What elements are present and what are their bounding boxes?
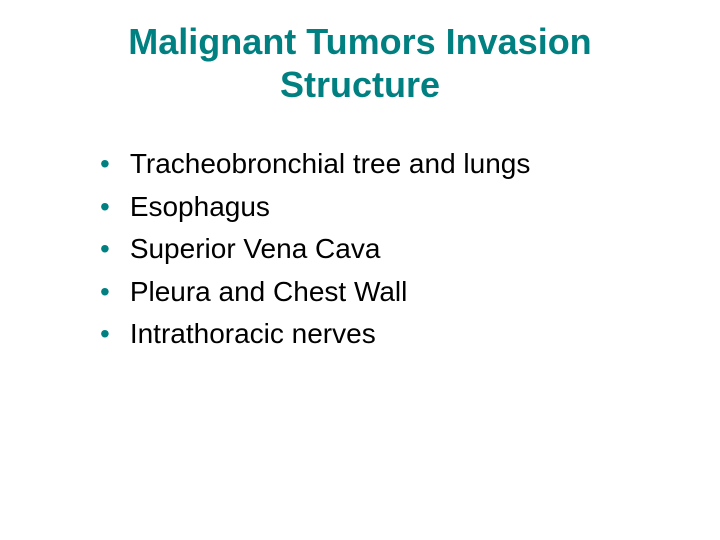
bullet-text: Esophagus — [130, 189, 270, 225]
bullet-text: Pleura and Chest Wall — [130, 274, 408, 310]
bullet-icon: • — [100, 189, 110, 225]
slide-container: Malignant Tumors Invasion Structure • Tr… — [0, 0, 720, 540]
bullet-list: • Tracheobronchial tree and lungs • Esop… — [60, 146, 660, 352]
bullet-icon: • — [100, 231, 110, 267]
bullet-text: Superior Vena Cava — [130, 231, 381, 267]
list-item: • Tracheobronchial tree and lungs — [100, 146, 660, 182]
bullet-icon: • — [100, 146, 110, 182]
list-item: • Esophagus — [100, 189, 660, 225]
list-item: • Superior Vena Cava — [100, 231, 660, 267]
bullet-text: Tracheobronchial tree and lungs — [130, 146, 531, 182]
bullet-icon: • — [100, 274, 110, 310]
slide-title: Malignant Tumors Invasion Structure — [60, 20, 660, 106]
bullet-icon: • — [100, 316, 110, 352]
list-item: • Pleura and Chest Wall — [100, 274, 660, 310]
bullet-text: Intrathoracic nerves — [130, 316, 376, 352]
list-item: • Intrathoracic nerves — [100, 316, 660, 352]
